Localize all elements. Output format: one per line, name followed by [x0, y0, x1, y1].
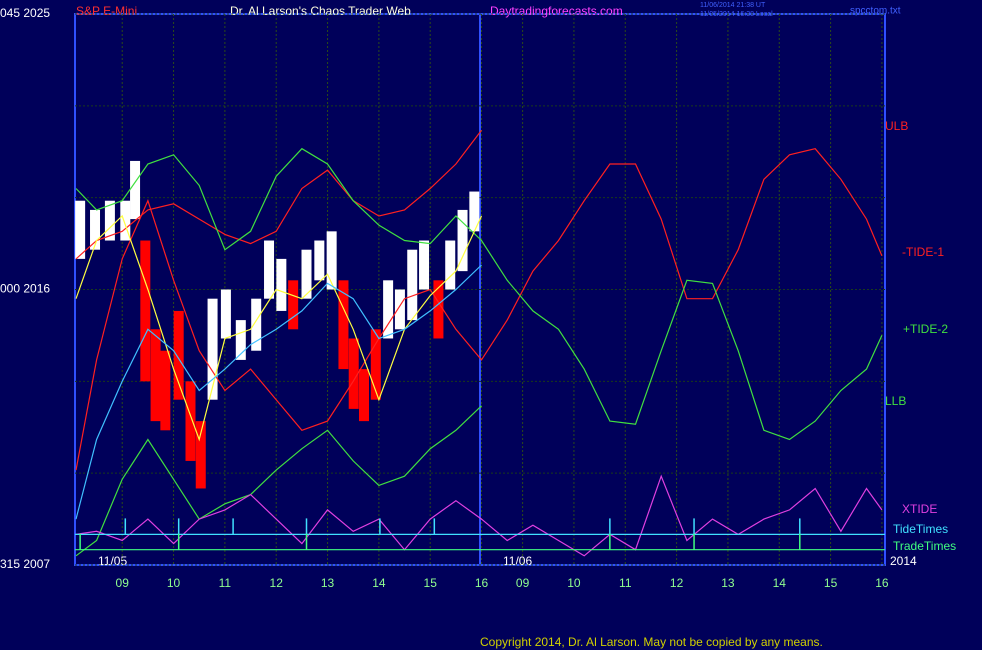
- series-line: [75, 147, 883, 441]
- price-bar: [457, 209, 468, 272]
- x-tick-label: 12: [270, 576, 284, 590]
- timestamp-ut: 11/06/2014 21:38 UT: [700, 2, 766, 9]
- price-bar: [235, 320, 246, 360]
- y-tick-label: 315 2007: [0, 557, 50, 571]
- price-bar: [140, 240, 151, 382]
- series-label: XTIDE: [902, 502, 937, 516]
- x-tick-label: 12: [670, 576, 684, 590]
- series-line: [75, 129, 482, 260]
- price-bar: [90, 209, 101, 250]
- price-bar: [338, 280, 349, 370]
- price-bar: [348, 338, 359, 409]
- date-label: 2014: [890, 554, 917, 568]
- marker-label: TideTimes: [893, 522, 948, 536]
- symbol-label: S&P E-Mini: [76, 4, 137, 18]
- price-bar: [195, 421, 206, 489]
- x-tick-label: 14: [372, 576, 386, 590]
- site-url: Daytradingforecasts.com: [490, 4, 623, 18]
- price-bar: [264, 240, 275, 299]
- x-tick-label: 11: [619, 576, 632, 590]
- price-bar: [383, 280, 394, 339]
- price-bar: [394, 289, 405, 330]
- date-label: 11/06: [503, 554, 532, 568]
- price-bar: [220, 289, 231, 339]
- price-bar: [120, 200, 131, 241]
- y-tick-label: 000 2016: [0, 282, 50, 296]
- site-title: Dr. Al Larson's Chaos Trader Web: [230, 4, 411, 18]
- price-bar: [150, 329, 161, 422]
- x-tick-label: 13: [321, 576, 335, 590]
- price-bar: [469, 191, 480, 232]
- y-tick-label: 045 2025: [0, 6, 50, 20]
- series-label: +TIDE-2: [903, 322, 948, 336]
- price-bar: [173, 310, 184, 400]
- x-tick-label: 11: [219, 576, 232, 590]
- series-line: [75, 405, 482, 557]
- x-tick-label: 09: [516, 576, 530, 590]
- price-bar: [326, 231, 337, 290]
- series-line: [75, 474, 883, 557]
- x-tick-label: 09: [116, 576, 130, 590]
- price-bar: [445, 240, 456, 290]
- series-line: [75, 214, 483, 442]
- price-bar: [314, 240, 325, 281]
- price-bar: [301, 249, 312, 299]
- x-tick-label: 16: [875, 576, 889, 590]
- copyright: Copyright 2014, Dr. Al Larson. May not b…: [480, 635, 823, 649]
- price-bar: [370, 329, 381, 400]
- price-bar: [419, 240, 430, 290]
- x-tick-label: 14: [773, 576, 787, 590]
- price-bar: [207, 298, 218, 400]
- price-bar: [276, 258, 287, 311]
- x-tick-label: 13: [721, 576, 735, 590]
- price-bar: [433, 280, 444, 339]
- x-tick-label: 10: [167, 576, 181, 590]
- price-bar: [104, 200, 115, 241]
- price-bar: [160, 350, 171, 431]
- series-label: LLB: [885, 394, 906, 408]
- price-bar: [251, 298, 262, 351]
- price-bar: [130, 160, 141, 220]
- marker-label: TradeTimes: [893, 539, 956, 553]
- x-tick-label: 15: [824, 576, 838, 590]
- x-tick-label: 15: [424, 576, 438, 590]
- file-name: spcctom.txt: [850, 6, 901, 17]
- x-tick-label: 16: [475, 576, 489, 590]
- price-bar: [358, 369, 369, 422]
- series-line: [75, 264, 482, 520]
- price-bar: [407, 249, 418, 321]
- x-tick-label: 10: [567, 576, 581, 590]
- price-bar: [75, 200, 86, 259]
- price-bar: [288, 280, 299, 330]
- series-line: [75, 148, 883, 471]
- price-bar: [185, 381, 196, 461]
- date-label: 11/05: [98, 554, 127, 568]
- series-label: ULB: [885, 119, 908, 133]
- series-label: -TIDE-1: [902, 245, 944, 259]
